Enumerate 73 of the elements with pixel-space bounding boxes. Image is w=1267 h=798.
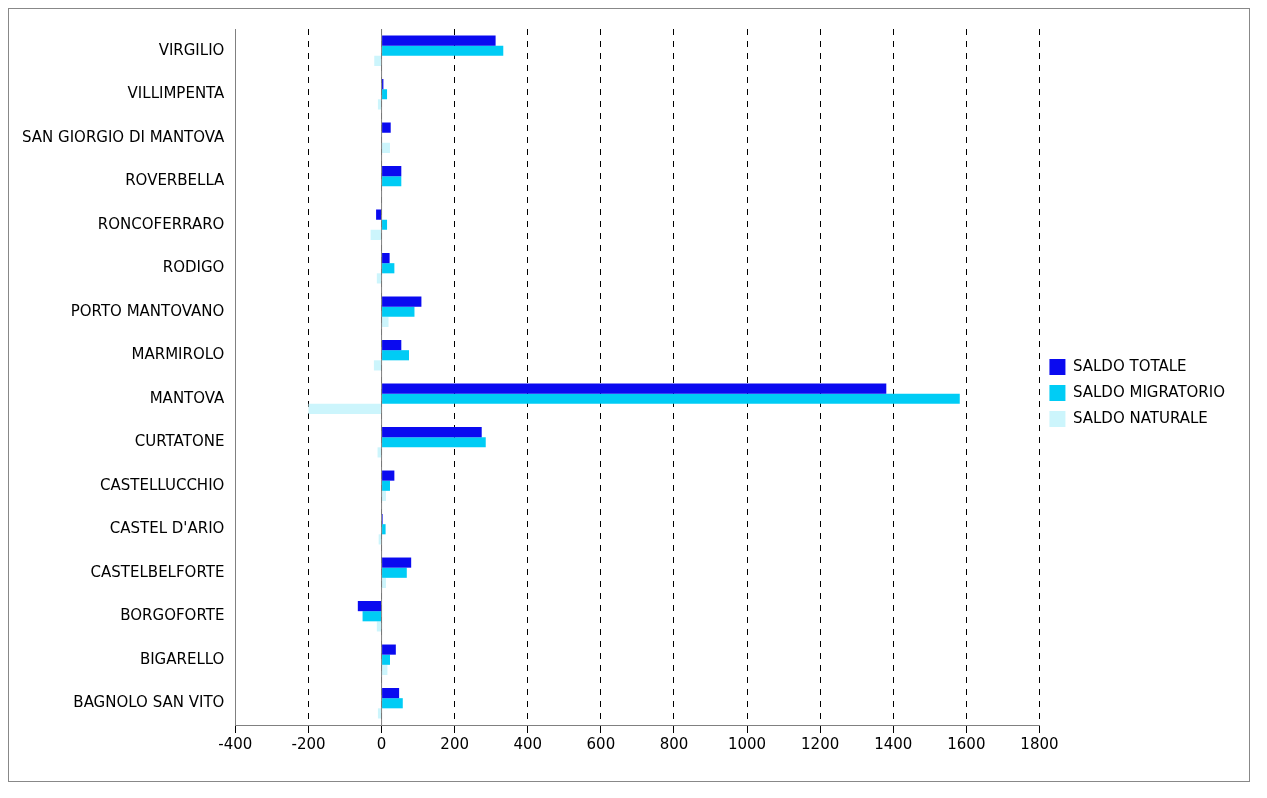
- bar: [382, 166, 402, 177]
- bar: [382, 644, 396, 655]
- y-tick-label: ROVERBELLA: [125, 171, 226, 190]
- bar: [382, 296, 422, 307]
- bar: [382, 122, 391, 133]
- y-tick-label: RONCOFERRARO: [97, 214, 225, 233]
- bar: [377, 99, 382, 110]
- bar: [382, 577, 386, 588]
- bar: [382, 524, 386, 535]
- x-tick-label: 1000: [727, 734, 767, 753]
- x-tick-label: 1800: [1020, 734, 1059, 753]
- bar: [308, 403, 382, 414]
- legend-label: SALDO TOTALE: [1072, 356, 1187, 375]
- x-tick-label: 600: [586, 734, 616, 753]
- x-tick-label: 0: [376, 734, 387, 753]
- x-tick-label: 1600: [947, 734, 986, 753]
- y-tick-label: BORGOFORTE: [120, 606, 225, 625]
- y-tick-label: MANTOVA: [149, 388, 226, 407]
- bar: [382, 393, 960, 404]
- x-tick-label: 1200: [801, 734, 840, 753]
- legend-label: SALDO MIGRATORIO: [1072, 382, 1226, 401]
- bar: [382, 316, 389, 327]
- bar: [382, 427, 482, 438]
- x-tick-label: 400: [513, 734, 543, 753]
- bar: [382, 35, 496, 46]
- bar: [362, 611, 382, 622]
- y-tick-label: MARMIROLO: [131, 345, 225, 364]
- bar: [382, 698, 403, 709]
- y-tick-label: CASTELLUCCHIO: [100, 475, 225, 494]
- y-tick-label: CURTATONE: [134, 432, 225, 451]
- bar: [382, 480, 390, 491]
- bar: [382, 45, 504, 56]
- bar: [377, 708, 382, 719]
- y-tick-label: PORTO MANTOVANO: [70, 301, 225, 320]
- y-tick-label: BIGARELLO: [139, 649, 225, 668]
- bar: [357, 601, 382, 612]
- bar: [382, 306, 415, 317]
- bar: [382, 557, 412, 568]
- y-tick-label: CASTELBELFORTE: [90, 562, 225, 581]
- bar: [382, 470, 395, 481]
- bar: [370, 229, 382, 240]
- x-tick-label: 800: [659, 734, 689, 753]
- bar: [382, 688, 400, 699]
- y-tick-label: VILLIMPENTA: [127, 84, 226, 103]
- y-tick-label: CASTEL D'ARIO: [109, 519, 225, 538]
- y-tick-label: VIRGILIO: [158, 40, 225, 59]
- bar: [382, 176, 402, 187]
- bar: [382, 219, 388, 230]
- legend-label: SALDO NATURALE: [1072, 408, 1208, 427]
- bar: [382, 350, 409, 361]
- bar: [382, 567, 407, 578]
- bar: [382, 490, 386, 501]
- bar: [382, 664, 388, 675]
- y-tick-label: RODIGO: [162, 258, 225, 277]
- bar: [382, 437, 486, 448]
- bar: [382, 142, 390, 153]
- bar: [382, 340, 402, 351]
- bar: [382, 654, 390, 665]
- bar: [382, 89, 388, 100]
- x-tick-label: 1400: [874, 734, 913, 753]
- bar: [374, 55, 382, 66]
- y-tick-label: BAGNOLO SAN VITO: [73, 693, 225, 712]
- x-tick-label: -400: [218, 734, 253, 753]
- y-tick-label: SAN GIORGIO DI MANTOVA: [21, 127, 226, 146]
- bar: [373, 360, 382, 371]
- x-tick-label: -200: [291, 734, 326, 753]
- bar: [382, 253, 390, 264]
- bar: [382, 263, 395, 274]
- bar: [382, 383, 887, 394]
- bar: [376, 273, 382, 284]
- bar: [376, 621, 382, 632]
- x-tick-label: 200: [440, 734, 469, 753]
- bar: [376, 209, 382, 220]
